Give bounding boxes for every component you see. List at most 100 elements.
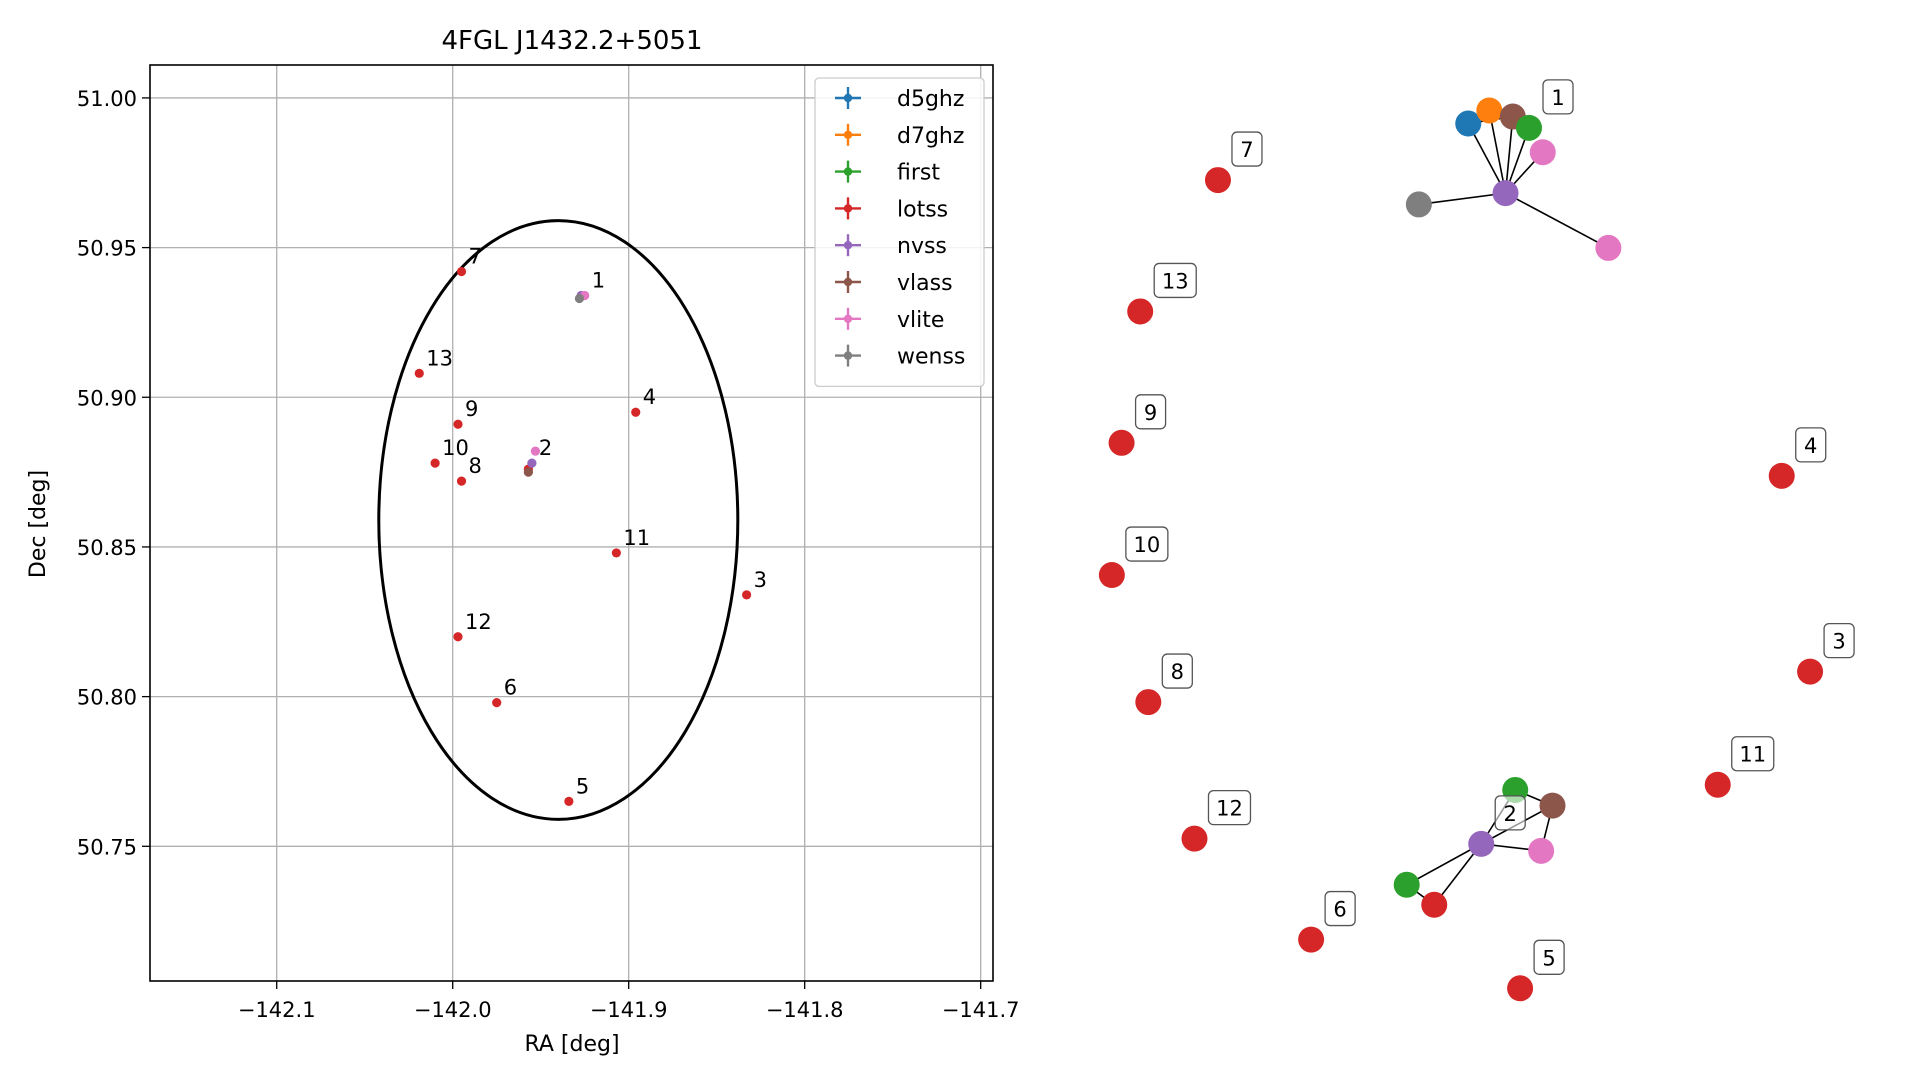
- x-tick-label: −141.7: [942, 998, 1020, 1022]
- point-lotss: [414, 368, 424, 378]
- network-label: 11: [1739, 743, 1766, 767]
- legend-box: [814, 77, 985, 388]
- network-node: [1529, 139, 1556, 166]
- network-edge: [1467, 123, 1507, 194]
- network-label-box: [1153, 262, 1197, 299]
- network-edge: [1406, 843, 1482, 886]
- point-label: 9: [465, 397, 478, 421]
- point-lotss: [456, 476, 467, 486]
- point-lotss: [631, 407, 641, 417]
- legend-dot-vlite: [843, 314, 853, 323]
- network-label-box: [1207, 790, 1252, 826]
- x-tick-label: −142.1: [238, 998, 316, 1022]
- point-lotss: [492, 698, 502, 708]
- point-label: 11: [623, 526, 650, 550]
- y-axis-label: Dec [deg]: [26, 470, 51, 578]
- association-ellipse: [377, 219, 740, 821]
- point-lotss: [456, 266, 467, 277]
- network-node: [1181, 825, 1208, 852]
- network-node: [1108, 429, 1135, 456]
- point-label: 8: [469, 454, 482, 478]
- point-label: 1: [592, 268, 605, 292]
- network-label: 6: [1333, 898, 1346, 922]
- scatter-points: 7 13 9 108 4 11 3 12 6 5 2 1: [414, 245, 767, 806]
- point-vlass: [523, 467, 533, 477]
- point-vlite: [530, 446, 541, 456]
- network-label-box: [1795, 427, 1827, 463]
- plot-frame: [149, 64, 994, 982]
- network-label: 3: [1832, 630, 1845, 654]
- point-lotss: [564, 796, 574, 806]
- y-tick-label: 50.90: [77, 386, 137, 410]
- network-edge: [1505, 192, 1609, 249]
- scatter-panel: 4FGL J1432.2+5051 RA [deg] Dec [deg] 7 13…: [26, 26, 1020, 1057]
- legend-label-wenss: wenss: [897, 345, 965, 370]
- legend-dot-lotss: [843, 204, 853, 213]
- point-lotss: [453, 419, 463, 429]
- legend-label-vlass: vlass: [897, 271, 953, 296]
- y-tick-label: 50.80: [77, 686, 137, 710]
- network-label: 13: [1162, 269, 1189, 293]
- y-tick-label: 51.00: [77, 87, 137, 111]
- network-label-box: [1134, 394, 1167, 430]
- x-tick-label: −142.0: [414, 998, 492, 1022]
- network-label-box: [1494, 795, 1526, 831]
- network-label-box: [1823, 622, 1855, 659]
- legend-label-lotss: lotss: [897, 197, 948, 222]
- network-node: [1768, 462, 1795, 489]
- network-node: [1528, 837, 1555, 864]
- y-tick-label: 50.75: [77, 835, 137, 859]
- network-node: [1797, 658, 1824, 685]
- point-label: 7: [469, 245, 482, 269]
- axis-ticks: −142.1 −142.0 −141.9 −141.8 −141.7 50.75 50.80…: [77, 87, 1020, 1022]
- point-nvss: [527, 458, 537, 468]
- network-node: [1421, 891, 1448, 918]
- network-label-box: [1731, 736, 1775, 772]
- legend-label-first: first: [897, 161, 940, 186]
- network-label-box: [1231, 131, 1263, 167]
- network-node: [1455, 110, 1482, 137]
- legend-label-d7ghz: d7ghz: [897, 124, 964, 149]
- x-tick-label: −141.9: [590, 998, 668, 1022]
- network-node: [1468, 830, 1495, 857]
- network-nodes: [1098, 97, 1824, 1002]
- point-label: 2: [539, 436, 552, 460]
- legend: d5ghz d7ghz first lotss nvss vlass vlite wenss: [814, 77, 985, 388]
- x-tick-label: −141.8: [766, 998, 844, 1022]
- point-label: 12: [465, 610, 492, 634]
- network-node: [1393, 871, 1420, 898]
- network-label: 12: [1216, 797, 1243, 821]
- y-tick-label: 50.85: [77, 536, 137, 560]
- network-node: [1507, 975, 1534, 1002]
- network-label: 9: [1144, 401, 1157, 425]
- localization-ellipse: [377, 219, 740, 821]
- x-axis-label: RA [deg]: [524, 1032, 619, 1057]
- network-label-box: [1161, 653, 1193, 689]
- point-lotss: [453, 632, 463, 642]
- point-label: 5: [576, 774, 589, 798]
- network-node: [1595, 234, 1622, 261]
- network-node: [1476, 97, 1503, 124]
- network-node: [1492, 180, 1519, 207]
- point-label: 4: [643, 385, 656, 409]
- network-label: 4: [1804, 434, 1817, 458]
- network-edge: [1488, 110, 1507, 194]
- network-node: [1135, 689, 1162, 716]
- network-label: 10: [1133, 533, 1160, 557]
- legend-dot-first: [843, 167, 853, 176]
- network-label: 1: [1551, 86, 1564, 110]
- network-label-box: [1542, 79, 1574, 115]
- network-node: [1405, 191, 1432, 218]
- network-node: [1298, 926, 1325, 953]
- legend-dot-vlass: [843, 277, 853, 287]
- network-node: [1098, 562, 1125, 589]
- legend-dot-nvss: [843, 241, 853, 250]
- network-node: [1516, 114, 1543, 141]
- point-label: 13: [426, 346, 453, 370]
- legend-label-nvss: nvss: [897, 234, 947, 259]
- chart-title: 4FGL J1432.2+5051: [442, 26, 703, 56]
- network-label: 7: [1240, 138, 1253, 162]
- network-node: [1204, 167, 1231, 194]
